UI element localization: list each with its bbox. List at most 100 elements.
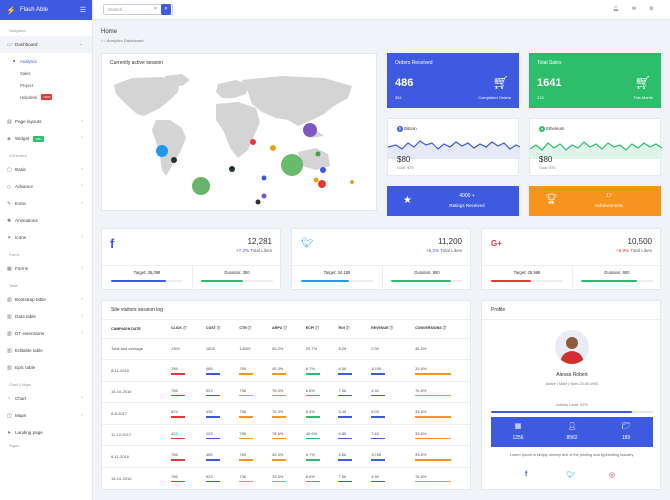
sidebar-item-dt-extensions[interactable]: ▥ DT extensions ›	[7, 330, 83, 337]
sidebar-sub-helpdesk[interactable]: Helpdesk NEW	[20, 94, 53, 100]
sidebar-item-icons[interactable]: ✦ Icons ›	[7, 234, 83, 241]
marker	[270, 145, 276, 151]
table-cell: 756	[230, 402, 264, 424]
col-arpu[interactable]: ARPU ⓘ	[272, 326, 287, 331]
ethereum-value: $80	[539, 155, 553, 164]
menu-toggle-icon[interactable]: ☰	[79, 7, 86, 14]
marker	[350, 180, 354, 184]
sidebar-item-forms[interactable]: ▦ Forms ›	[7, 265, 83, 272]
table-cell: 523	[196, 466, 231, 489]
pie-chart-icon: ◔	[7, 395, 11, 402]
table-cell: 45.3%	[263, 359, 297, 381]
facebook-target: Target: 35,098	[133, 270, 161, 275]
settings-icon[interactable]: ⚙	[649, 6, 654, 12]
col-click[interactable]: CLICK ⓘ	[171, 326, 187, 331]
table-cell: 4:30	[362, 466, 407, 489]
file-text-icon: ▦	[7, 265, 12, 272]
session-log-title: Site visitors session log	[102, 301, 470, 320]
table-cell: 786	[162, 380, 197, 403]
home-icon[interactable]: ⌂	[101, 38, 104, 43]
sidebar-item-epic-table[interactable]: ▥ Epic table	[7, 364, 36, 371]
facebook-icon[interactable]: f	[525, 471, 528, 478]
ratings-value: 4000 +	[459, 193, 475, 199]
twitter-duration-progress	[391, 280, 451, 282]
sidebar-item-bootstrap-table[interactable]: ▥ Bootstrap table ›	[7, 296, 83, 303]
info-icon: ⓘ	[247, 326, 252, 331]
sidebar-item-landing-page[interactable]: ➤ Landing page	[7, 429, 43, 436]
search-button[interactable]: ⌕	[161, 4, 171, 15]
bell-icon[interactable]: 🔔︎	[613, 6, 620, 12]
sidebar-sub-sales[interactable]: Sales	[20, 70, 31, 76]
info-icon: ⓘ	[182, 326, 187, 331]
cell-underline	[272, 437, 287, 439]
col-revenue[interactable]: REVENUE ⓘ	[371, 326, 394, 331]
server-icon: ▥	[7, 296, 12, 303]
table-cell: 8-11-2016	[102, 445, 162, 467]
chevron-right-icon: ›	[81, 395, 83, 401]
table-cell: 76.8%	[406, 466, 470, 489]
cell-underline	[205, 373, 220, 375]
table-cell: 736	[230, 380, 264, 403]
twitter-icon[interactable]: 🐦︎	[566, 472, 575, 479]
info-icon: ⓘ	[283, 326, 287, 331]
folder-icon: 📁︎	[621, 423, 631, 430]
cell-underline	[272, 459, 287, 461]
google-plus-duration-progress	[581, 280, 637, 282]
profile-stats: ▦ 1256 👤︎ 8562 📁︎ 189	[491, 417, 653, 447]
table-row: 8-8-2017 624 436 756 78.3% 6.4% 8.45 9:05 33.8%	[102, 402, 470, 424]
mail-icon[interactable]: ✉	[632, 6, 637, 12]
table-cell: 123	[196, 423, 231, 446]
sidebar-item-animations[interactable]: ✺ Animations	[7, 217, 38, 224]
monitor-icon: ▭	[7, 41, 12, 48]
table-header: CAMPAIGN DATE CLICK ⓘ COST ⓘ CTR ⓘ ARPU …	[102, 320, 470, 338]
col-roi[interactable]: ROI ⓘ	[338, 326, 350, 331]
table-cell: 45.6%	[296, 423, 330, 446]
table-cell: 624	[162, 402, 197, 424]
marker	[255, 199, 261, 205]
sidebar-item-page-layouts[interactable]: ▤ Page layouts ›	[7, 118, 83, 125]
sidebar-item-widget[interactable]: ◈ Widget 100+ ›	[7, 135, 83, 142]
col-ecpi[interactable]: ECPI ⓘ	[305, 326, 319, 331]
col-conversions[interactable]: CONVERSIONS ⓘ	[415, 326, 447, 331]
sidebar-item-dashboard[interactable]: ▭ Dashboard ⌄	[0, 36, 92, 53]
sidebar-item-extra[interactable]: ✎ Extra ›	[7, 200, 83, 207]
section-navigation: Navigation	[9, 29, 26, 33]
marker	[320, 167, 326, 173]
orders-label: Completed Orders	[478, 95, 511, 100]
col-cost[interactable]: COST ⓘ	[205, 326, 221, 331]
dribbble-icon[interactable]: ◎	[609, 472, 616, 479]
sidebar-sub-project[interactable]: Project	[20, 82, 34, 88]
cell-underline	[171, 373, 185, 375]
sidebar-item-advance[interactable]: ◇ Advance ›	[7, 183, 83, 190]
col-campaign-date[interactable]: CAMPAIGN DATE	[111, 326, 141, 331]
section-ui-element: Ui Element	[9, 154, 27, 158]
col-ctr[interactable]: CTR ⓘ	[239, 326, 252, 331]
ratings-card: ★ 4000 + Ratings Received	[387, 186, 519, 216]
activity-level: Activity Level: 87%	[556, 403, 588, 407]
info-icon: ⓘ	[389, 326, 394, 331]
ethereum-goal: Goal: $75	[539, 166, 556, 170]
cell-underline	[239, 416, 254, 418]
layout-icon: ▤	[7, 118, 12, 125]
orders-value: 486	[395, 77, 414, 89]
google-plus-target: Target: 25,998	[513, 270, 541, 275]
table-cell: 4:30	[362, 380, 407, 403]
table-cell: 33.8%	[406, 423, 470, 446]
stat-folders: 189	[621, 435, 631, 441]
sidebar-item-data-table[interactable]: ▥ Data table ›	[7, 313, 83, 320]
chevron-right-icon: ›	[81, 330, 83, 336]
cell-underline	[171, 437, 185, 439]
sidebar-item-basic[interactable]: ▢ Basic ›	[7, 166, 83, 173]
marker	[315, 151, 321, 157]
cell-underline	[371, 416, 386, 418]
map-title: Currently active session	[110, 60, 164, 66]
sales-label: This Month	[633, 95, 653, 100]
sidebar-item-editable-table[interactable]: ▥ Editable table	[7, 347, 43, 354]
facebook-target-progress	[111, 280, 166, 282]
sidebar-item-maps[interactable]: ◫ Maps ›	[7, 412, 83, 419]
sidebar-item-chart[interactable]: ◔ Chart ›	[7, 395, 83, 402]
search-input[interactable]: Search . . .	[103, 4, 173, 15]
table-cell: 7:45	[362, 423, 407, 446]
close-icon[interactable]: ×	[154, 6, 157, 12]
sidebar-sub-analytics[interactable]: Analytics	[0, 55, 92, 67]
